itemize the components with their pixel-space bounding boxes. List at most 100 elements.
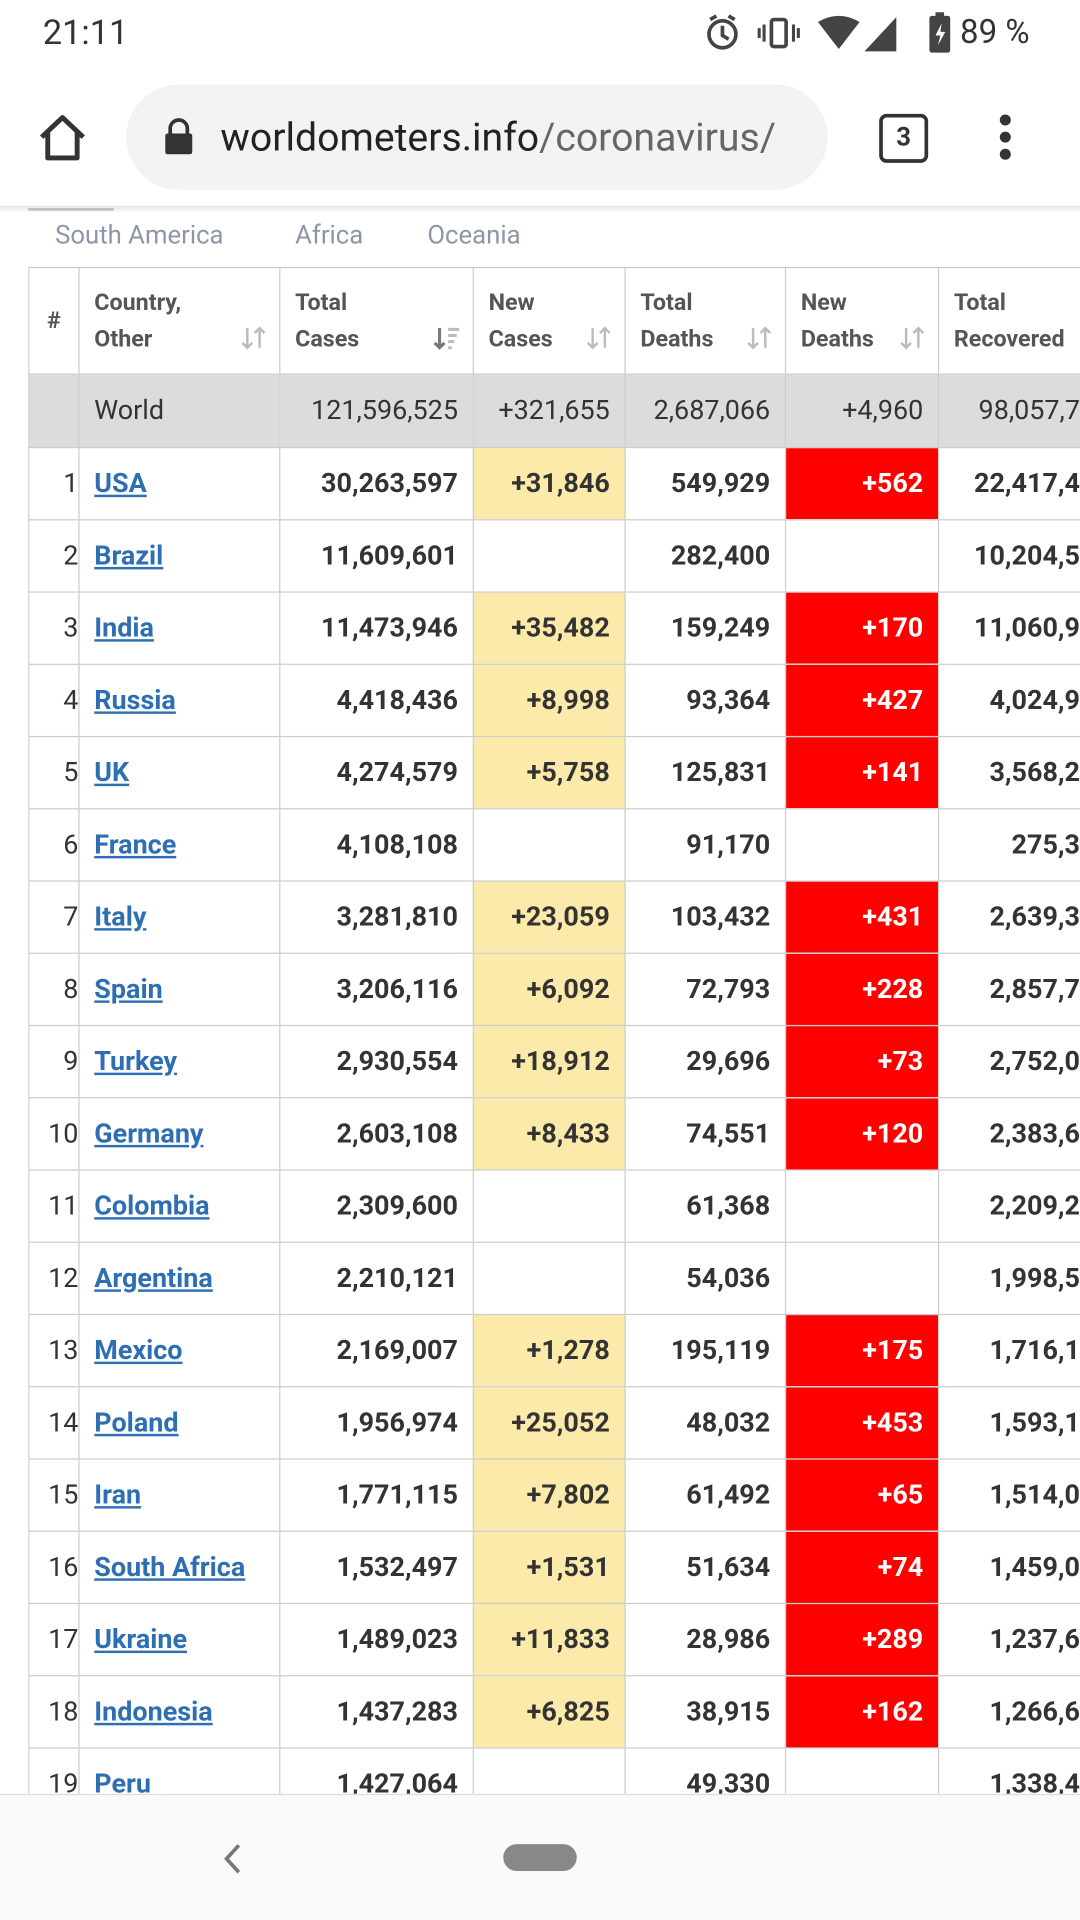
cell-text: 549,929	[670, 468, 771, 499]
cell-text: 4,024,9	[989, 685, 1080, 716]
table-container: # Country, Other Total Cases New Cases Total Dea…	[28, 266, 1080, 1794]
column-header[interactable]: Total Deaths	[624, 266, 787, 375]
sort-icon[interactable]	[746, 324, 773, 351]
country-link[interactable]: Argentina	[94, 1263, 213, 1294]
cell-text: 2,687,066	[653, 395, 771, 427]
header-text: New	[488, 287, 535, 316]
country-link[interactable]: Iran	[94, 1479, 142, 1511]
header-text: Cases	[488, 324, 553, 353]
country-link[interactable]: Turkey	[94, 1046, 178, 1077]
column-header[interactable]: New Deaths	[784, 266, 940, 375]
table-cell: +228	[784, 952, 940, 1027]
table-cell: 1,459,0	[937, 1530, 1080, 1605]
table-cell: 16	[28, 1530, 80, 1605]
country-row: 2 Brazil 11,609,601 282,400 10,204,5	[28, 519, 1080, 593]
sort-icon[interactable]	[899, 324, 926, 351]
table-cell: 3,568,2	[937, 735, 1080, 810]
cell-text: 11,473,946	[321, 612, 458, 644]
region-tab[interactable]: South America	[55, 221, 224, 252]
back-button[interactable]	[220, 1842, 244, 1876]
country-row: 12 Argentina 2,210,121 54,036 1,998,5	[28, 1241, 1080, 1316]
cell-text: +8,433	[526, 1118, 610, 1150]
column-header[interactable]: Total Cases	[279, 266, 474, 375]
table-cell: +453	[784, 1386, 940, 1460]
country-link[interactable]: Poland	[94, 1407, 179, 1439]
cell-text: +11,833	[511, 1624, 610, 1655]
cell-text: 159,249	[670, 612, 771, 644]
header-text: Cases	[295, 324, 360, 353]
cell-text: 1,593,1	[989, 1407, 1080, 1439]
table-cell: 74,551	[624, 1097, 787, 1171]
table-cell: 1,237,6	[937, 1602, 1080, 1677]
table-cell: Iran	[78, 1458, 281, 1532]
column-header[interactable]: #	[28, 266, 80, 375]
table-cell: Argentina	[78, 1241, 281, 1316]
country-link[interactable]: USA	[94, 468, 147, 499]
cell-text: +141	[862, 757, 924, 788]
column-header[interactable]: Country, Other	[78, 266, 281, 375]
home-pill[interactable]	[503, 1844, 577, 1872]
header-text: Total	[953, 287, 1006, 316]
country-link[interactable]: UK	[94, 757, 130, 788]
table-cell: Germany	[78, 1097, 281, 1171]
cell-text: 15	[48, 1479, 79, 1511]
cell-text: 2	[63, 540, 79, 572]
table-cell: 2,210,121	[279, 1241, 474, 1316]
country-link[interactable]: Germany	[94, 1118, 204, 1150]
home-button[interactable]	[37, 113, 88, 162]
table-cell: 1,593,1	[937, 1386, 1080, 1460]
table-cell: +562	[784, 446, 940, 521]
table-cell: 2,169,007	[279, 1313, 474, 1388]
country-link[interactable]: Italy	[94, 901, 147, 933]
tab-switcher[interactable]: 3	[879, 113, 929, 163]
country-link[interactable]: Ukraine	[94, 1624, 188, 1655]
country-link[interactable]: France	[94, 829, 177, 861]
sort-icon[interactable]	[585, 324, 612, 351]
cell-text: 12	[48, 1263, 79, 1294]
country-link[interactable]: South Africa	[94, 1552, 246, 1583]
cell-text: 1,716,1	[989, 1335, 1080, 1366]
table-cell: Italy	[78, 880, 281, 954]
table-cell: 4,108,108	[279, 808, 474, 882]
table-cell: +1,531	[472, 1530, 626, 1605]
table-cell: 22,417,4	[937, 446, 1080, 521]
country-link[interactable]: Russia	[94, 685, 176, 716]
table-cell: +6,825	[472, 1675, 626, 1749]
cell-text: 1,237,6	[989, 1624, 1080, 1655]
country-link[interactable]: Brazil	[94, 540, 164, 572]
battery-level: 89 %	[960, 12, 1030, 52]
cell-text: +6,825	[526, 1696, 610, 1728]
table-cell: Turkey	[78, 1024, 281, 1099]
country-link[interactable]: Spain	[94, 974, 163, 1005]
cell-text: +74	[877, 1552, 924, 1583]
url-bar[interactable]	[126, 84, 828, 190]
country-link[interactable]: Peru	[94, 1768, 151, 1794]
table-cell: 1,532,497	[279, 1530, 474, 1605]
region-tab[interactable]: Oceania	[427, 221, 521, 252]
table-cell: 2,639,3	[937, 880, 1080, 954]
cell-text: 2,209,2	[989, 1190, 1080, 1222]
sort-icon[interactable]	[433, 324, 460, 351]
country-link[interactable]: Colombia	[94, 1190, 210, 1222]
region-tab[interactable]: Africa	[295, 221, 364, 252]
table-cell: 11,609,601	[279, 519, 474, 593]
column-header[interactable]: Total Recovered	[937, 266, 1080, 375]
url-text[interactable]: worldometers.info/coronavirus/	[220, 114, 808, 161]
table-cell: +289	[784, 1602, 940, 1677]
country-link[interactable]: Mexico	[94, 1335, 183, 1366]
country-link[interactable]: India	[94, 612, 154, 644]
cell-text: +73	[877, 1046, 924, 1077]
header-text: Recovered	[953, 324, 1065, 353]
table-cell: 10	[28, 1097, 80, 1171]
table-cell: +65	[784, 1458, 940, 1532]
url-domain: worldometers.info	[220, 113, 540, 161]
country-link[interactable]: Indonesia	[94, 1696, 213, 1728]
column-header[interactable]: New Cases	[472, 266, 626, 375]
cell-text: 2,752,0	[989, 1046, 1080, 1077]
sort-icon[interactable]	[240, 324, 267, 351]
table-cell: 61,368	[624, 1169, 787, 1243]
table-cell: 3,281,810	[279, 880, 474, 954]
cell-text: 61,368	[686, 1190, 771, 1222]
cell-text: 19	[48, 1768, 79, 1794]
menu-button[interactable]	[996, 114, 1016, 163]
